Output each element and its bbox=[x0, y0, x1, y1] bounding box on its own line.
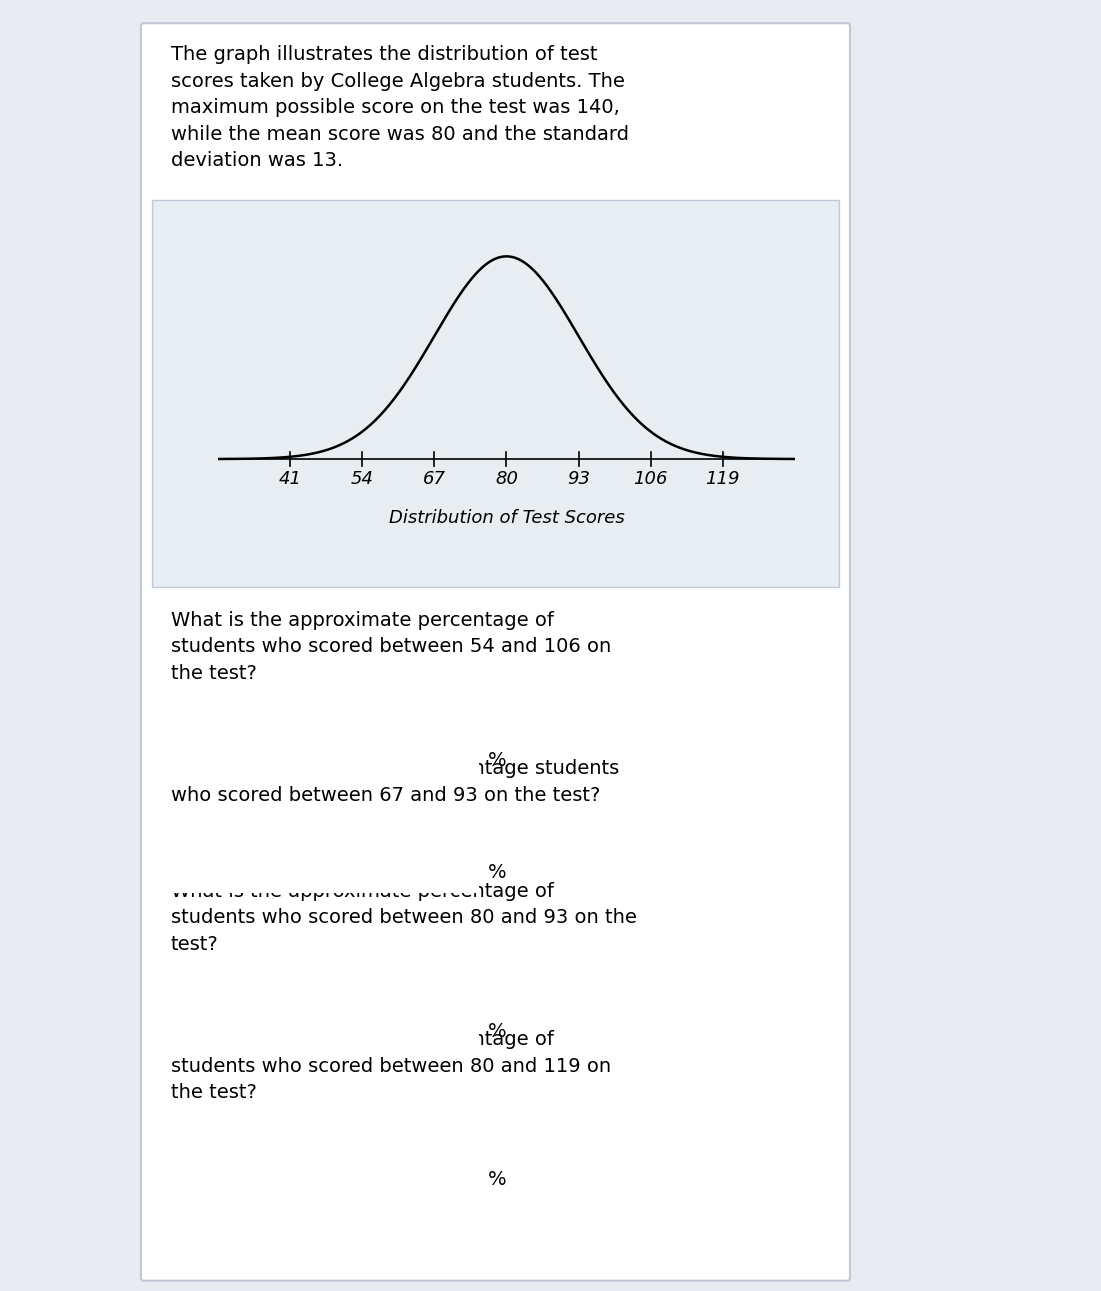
Text: %: % bbox=[488, 864, 506, 882]
FancyBboxPatch shape bbox=[155, 849, 494, 896]
Text: What is the approximate percentage of
students who scored between 80 and 119 on
: What is the approximate percentage of st… bbox=[171, 1030, 611, 1103]
Text: 41: 41 bbox=[279, 470, 302, 488]
Text: What is the approximate percentage of
students who scored between 80 and 93 on t: What is the approximate percentage of st… bbox=[171, 882, 636, 954]
Text: Distribution of Test Scores: Distribution of Test Scores bbox=[389, 509, 624, 527]
Text: %: % bbox=[488, 1171, 506, 1189]
Text: 119: 119 bbox=[706, 470, 740, 488]
Text: 93: 93 bbox=[567, 470, 590, 488]
Text: 67: 67 bbox=[423, 470, 446, 488]
Text: 54: 54 bbox=[351, 470, 373, 488]
Text: 80: 80 bbox=[495, 470, 517, 488]
FancyBboxPatch shape bbox=[155, 737, 494, 784]
Text: 106: 106 bbox=[633, 470, 668, 488]
Text: What is the approximate percentage of
students who scored between 54 and 106 on
: What is the approximate percentage of st… bbox=[171, 611, 611, 683]
Text: What is the approximate percentage students
who scored between 67 and 93 on the : What is the approximate percentage stude… bbox=[171, 759, 619, 804]
FancyBboxPatch shape bbox=[155, 1157, 494, 1203]
Text: %: % bbox=[488, 751, 506, 769]
FancyBboxPatch shape bbox=[155, 1008, 494, 1055]
Text: %: % bbox=[488, 1022, 506, 1041]
Text: The graph illustrates the distribution of test
scores taken by College Algebra s: The graph illustrates the distribution o… bbox=[171, 45, 629, 170]
